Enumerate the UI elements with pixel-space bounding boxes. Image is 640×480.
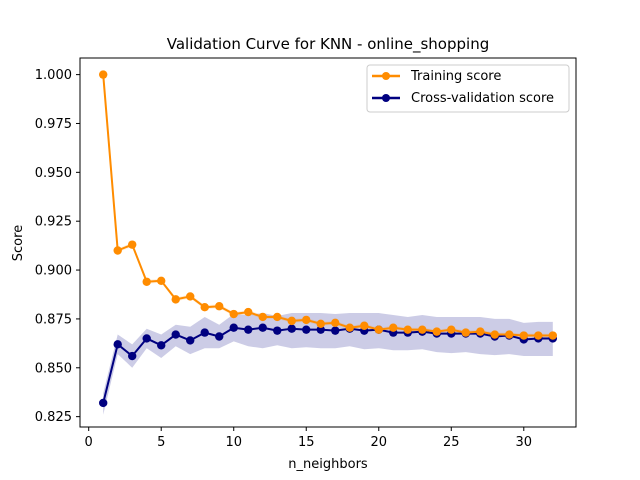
y-tick-label: 0.900 (35, 264, 72, 279)
point-training (360, 321, 369, 330)
x-tick-label: 30 (516, 435, 533, 450)
point-training (389, 323, 398, 332)
point-training (461, 328, 470, 337)
x-tick-label: 5 (157, 435, 165, 450)
x-tick-label: 0 (85, 435, 93, 450)
point-training (302, 315, 311, 325)
x-axis: 0 5 10 15 20 25 30 (85, 427, 533, 450)
y-tick-label: 1.000 (35, 68, 72, 83)
point-training (287, 316, 296, 326)
point-training (374, 325, 383, 334)
y-tick-label: 0.950 (35, 166, 72, 181)
legend-marker-training (382, 72, 390, 80)
point-training (418, 325, 427, 334)
point-training (548, 331, 557, 340)
point-training (128, 240, 137, 249)
point-training (229, 309, 238, 319)
point-training (113, 246, 122, 255)
point-cross-validation (186, 336, 195, 345)
point-cross-validation (142, 334, 151, 343)
axes-frame (79, 57, 577, 428)
point-training (244, 307, 253, 317)
point-training (200, 302, 209, 312)
point-training (331, 318, 340, 328)
legend-box (366, 64, 570, 113)
chart-title: Validation Curve for KNN - online_shoppi… (167, 35, 489, 54)
point-training (403, 325, 412, 334)
point-training (345, 323, 354, 332)
point-cross-validation (273, 326, 282, 335)
point-training (519, 331, 528, 340)
point-training (316, 319, 325, 329)
point-cross-validation (113, 340, 122, 349)
x-axis-title: n_neighbors (288, 457, 368, 472)
point-training (186, 292, 195, 301)
point-training (99, 70, 108, 79)
point-training (534, 331, 543, 340)
x-tick-label: 20 (370, 435, 387, 450)
point-training (215, 302, 224, 311)
point-cross-validation (331, 326, 340, 335)
point-cross-validation (215, 332, 224, 341)
point-cross-validation (244, 325, 253, 334)
legend: Training score Cross-validation score (366, 64, 570, 113)
x-tick-label: 10 (225, 435, 242, 450)
point-cross-validation (316, 325, 325, 334)
plot-area (99, 70, 557, 415)
legend-marker-cross-validation (382, 94, 390, 102)
y-axis: 0.825 0.850 0.875 0.900 0.925 0.950 0.975 1.000 (35, 68, 80, 425)
point-training (447, 325, 456, 334)
point-cross-validation (157, 341, 166, 350)
point-training (258, 312, 267, 322)
y-tick-label: 0.825 (35, 410, 72, 425)
point-training (505, 330, 514, 339)
point-training (432, 327, 441, 336)
point-cross-validation (99, 398, 108, 408)
point-training (273, 312, 282, 322)
point-training (490, 330, 499, 339)
y-axis-title: Score (11, 225, 26, 261)
y-tick-label: 0.975 (35, 117, 72, 132)
x-tick-label: 15 (298, 435, 315, 450)
point-cross-validation (302, 325, 311, 334)
point-training (142, 277, 151, 286)
legend-label-cross-validation: Cross-validation score (411, 91, 554, 106)
legend-label-training: Training score (410, 69, 501, 84)
point-cross-validation (200, 328, 209, 337)
y-tick-label: 0.875 (35, 312, 72, 327)
y-tick-label: 0.925 (35, 215, 72, 230)
point-training (157, 276, 166, 286)
point-cross-validation (171, 330, 180, 339)
point-cross-validation (128, 351, 137, 361)
x-tick-label: 25 (443, 435, 460, 450)
point-training (171, 295, 180, 304)
point-cross-validation (258, 323, 267, 332)
point-cross-validation (287, 324, 296, 333)
y-tick-label: 0.850 (35, 361, 72, 376)
point-cross-validation (229, 323, 238, 332)
point-training (476, 327, 485, 336)
